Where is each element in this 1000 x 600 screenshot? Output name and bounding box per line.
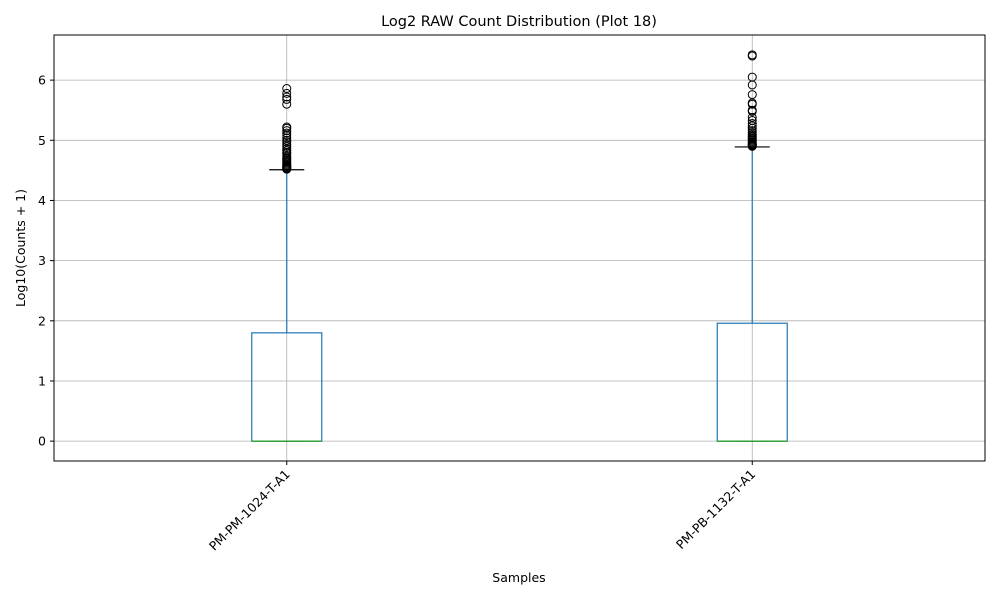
- box-group: [251, 84, 323, 442]
- outlier-point: [747, 112, 757, 122]
- outlier-point: [747, 50, 757, 60]
- outlier-point: [282, 122, 292, 132]
- outlier-point: [282, 140, 292, 150]
- outlier-point: [747, 126, 757, 136]
- outlier-point: [282, 99, 292, 109]
- outlier-point: [747, 118, 757, 128]
- outlier-point: [747, 90, 757, 100]
- y-tick-label: 6: [38, 73, 46, 88]
- box-group: [716, 50, 788, 442]
- chart-title: Log2 RAW Count Distribution (Plot 18): [381, 14, 657, 30]
- x-axis-label: Samples: [492, 570, 545, 585]
- outlier-point: [282, 94, 292, 104]
- y-tick-label: 2: [38, 313, 46, 328]
- y-tick-label: 1: [38, 373, 46, 388]
- y-tick-label: 3: [38, 253, 46, 268]
- plot-frame: [53, 34, 986, 462]
- y-tick-label: 5: [38, 133, 46, 148]
- outlier-point: [747, 72, 757, 82]
- outlier-point: [282, 133, 292, 143]
- outlier-point: [282, 128, 292, 138]
- outlier-point: [282, 88, 292, 98]
- y-tick-label: 0: [38, 434, 46, 449]
- outlier-point: [747, 115, 757, 125]
- y-tick-label: 4: [38, 193, 46, 208]
- outlier-point: [282, 135, 292, 145]
- y-axis-label: Log10(Counts + 1): [13, 189, 28, 307]
- outlier-point: [747, 105, 757, 115]
- outlier-point: [282, 126, 292, 136]
- grid-lines: [54, 35, 985, 461]
- boxes: [251, 50, 788, 442]
- y-axis: 0 1 2 3 4 5 6: [38, 73, 54, 449]
- outlier-point: [282, 84, 292, 94]
